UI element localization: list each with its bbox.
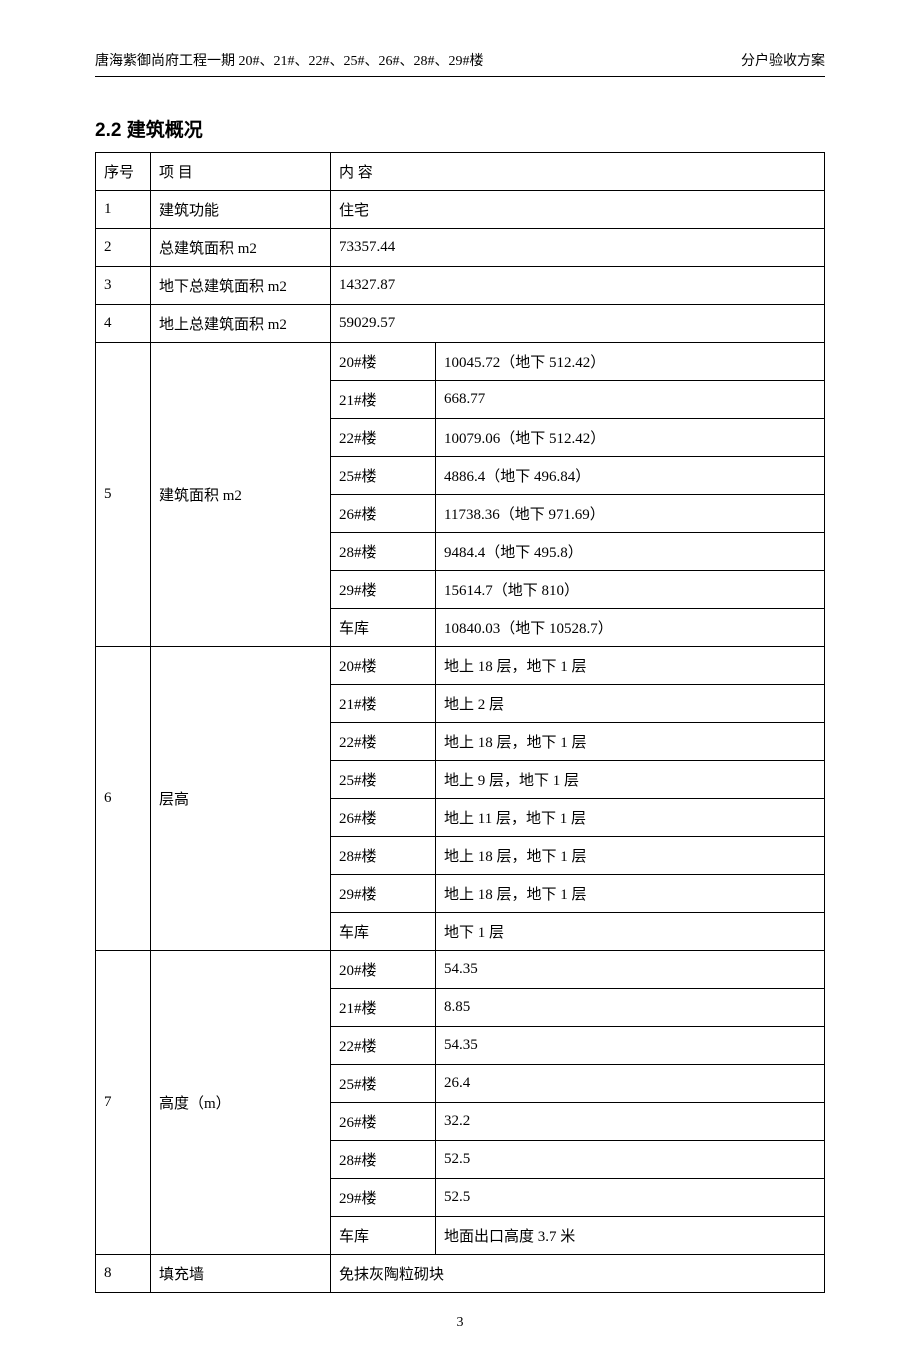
table-row: 7 高度（m） 20#楼 54.35 (96, 951, 825, 989)
cell-seq: 4 (96, 305, 151, 343)
cell-subkey: 20#楼 (331, 343, 436, 381)
cell-subkey: 车库 (331, 913, 436, 951)
cell-content: 73357.44 (331, 229, 825, 267)
header-right: 分户验收方案 (741, 50, 825, 70)
cell-seq: 1 (96, 191, 151, 229)
th-seq: 序号 (96, 153, 151, 191)
cell-content: 住宅 (331, 191, 825, 229)
cell-subval: 54.35 (436, 1027, 825, 1065)
table-row: 3 地下总建筑面积 m2 14327.87 (96, 267, 825, 305)
cell-item: 建筑功能 (151, 191, 331, 229)
cell-subkey: 21#楼 (331, 989, 436, 1027)
cell-subkey: 22#楼 (331, 1027, 436, 1065)
cell-item: 总建筑面积 m2 (151, 229, 331, 267)
cell-subval: 10079.06（地下 512.42） (436, 419, 825, 457)
th-content: 内 容 (331, 153, 825, 191)
cell-item: 填充墙 (151, 1255, 331, 1293)
cell-subkey: 29#楼 (331, 571, 436, 609)
cell-content: 59029.57 (331, 305, 825, 343)
cell-subkey: 28#楼 (331, 533, 436, 571)
cell-seq: 2 (96, 229, 151, 267)
cell-item: 层高 (151, 647, 331, 951)
cell-subval: 地上 18 层，地下 1 层 (436, 875, 825, 913)
cell-seq: 6 (96, 647, 151, 951)
cell-subval: 地上 18 层，地下 1 层 (436, 837, 825, 875)
cell-subval: 9484.4（地下 495.8） (436, 533, 825, 571)
table-row: 8 填充墙 免抹灰陶粒砌块 (96, 1255, 825, 1293)
cell-subkey: 26#楼 (331, 495, 436, 533)
cell-content: 免抹灰陶粒砌块 (331, 1255, 825, 1293)
cell-seq: 8 (96, 1255, 151, 1293)
cell-subval: 668.77 (436, 381, 825, 419)
cell-subkey: 29#楼 (331, 1179, 436, 1217)
cell-subval: 地上 2 层 (436, 685, 825, 723)
header-left: 唐海紫御尚府工程一期 20#、21#、22#、25#、26#、28#、29#楼 (95, 50, 484, 70)
cell-item: 地上总建筑面积 m2 (151, 305, 331, 343)
building-overview-table: 序号 项 目 内 容 1 建筑功能 住宅 2 总建筑面积 m2 73357.44… (95, 152, 825, 1293)
th-item: 项 目 (151, 153, 331, 191)
cell-subkey: 21#楼 (331, 685, 436, 723)
cell-subval: 地上 11 层，地下 1 层 (436, 799, 825, 837)
cell-subkey: 21#楼 (331, 381, 436, 419)
cell-subval: 32.2 (436, 1103, 825, 1141)
cell-subkey: 28#楼 (331, 1141, 436, 1179)
table-header-row: 序号 项 目 内 容 (96, 153, 825, 191)
cell-subkey: 20#楼 (331, 647, 436, 685)
page-header: 唐海紫御尚府工程一期 20#、21#、22#、25#、26#、28#、29#楼 … (95, 50, 825, 77)
table-row: 1 建筑功能 住宅 (96, 191, 825, 229)
cell-item: 高度（m） (151, 951, 331, 1255)
cell-subval: 11738.36（地下 971.69） (436, 495, 825, 533)
cell-subval: 10840.03（地下 10528.7） (436, 609, 825, 647)
cell-subkey: 28#楼 (331, 837, 436, 875)
cell-subkey: 25#楼 (331, 457, 436, 495)
cell-subval: 地下 1 层 (436, 913, 825, 951)
cell-subkey: 20#楼 (331, 951, 436, 989)
cell-subval: 10045.72（地下 512.42） (436, 343, 825, 381)
cell-subval: 4886.4（地下 496.84） (436, 457, 825, 495)
table-row: 5 建筑面积 m2 20#楼 10045.72（地下 512.42） (96, 343, 825, 381)
table-row: 6 层高 20#楼 地上 18 层，地下 1 层 (96, 647, 825, 685)
table-row: 2 总建筑面积 m2 73357.44 (96, 229, 825, 267)
cell-item: 地下总建筑面积 m2 (151, 267, 331, 305)
cell-subval: 地上 18 层，地下 1 层 (436, 723, 825, 761)
section-title: 2.2 建筑概况 (95, 115, 825, 142)
cell-subkey: 25#楼 (331, 1065, 436, 1103)
page-number: 3 (95, 1315, 825, 1331)
cell-subkey: 22#楼 (331, 419, 436, 457)
cell-subkey: 22#楼 (331, 723, 436, 761)
cell-subval: 15614.7（地下 810） (436, 571, 825, 609)
cell-subval: 52.5 (436, 1179, 825, 1217)
cell-subkey: 车库 (331, 609, 436, 647)
cell-subval: 26.4 (436, 1065, 825, 1103)
cell-subval: 8.85 (436, 989, 825, 1027)
cell-subkey: 26#楼 (331, 1103, 436, 1141)
cell-subval: 54.35 (436, 951, 825, 989)
cell-seq: 3 (96, 267, 151, 305)
cell-content: 14327.87 (331, 267, 825, 305)
cell-item: 建筑面积 m2 (151, 343, 331, 647)
cell-subval: 52.5 (436, 1141, 825, 1179)
cell-subkey: 26#楼 (331, 799, 436, 837)
cell-subval: 地上 9 层，地下 1 层 (436, 761, 825, 799)
cell-subkey: 车库 (331, 1217, 436, 1255)
cell-subkey: 25#楼 (331, 761, 436, 799)
cell-subkey: 29#楼 (331, 875, 436, 913)
cell-subval: 地上 18 层，地下 1 层 (436, 647, 825, 685)
cell-subval: 地面出口高度 3.7 米 (436, 1217, 825, 1255)
cell-seq: 5 (96, 343, 151, 647)
table-row: 4 地上总建筑面积 m2 59029.57 (96, 305, 825, 343)
cell-seq: 7 (96, 951, 151, 1255)
